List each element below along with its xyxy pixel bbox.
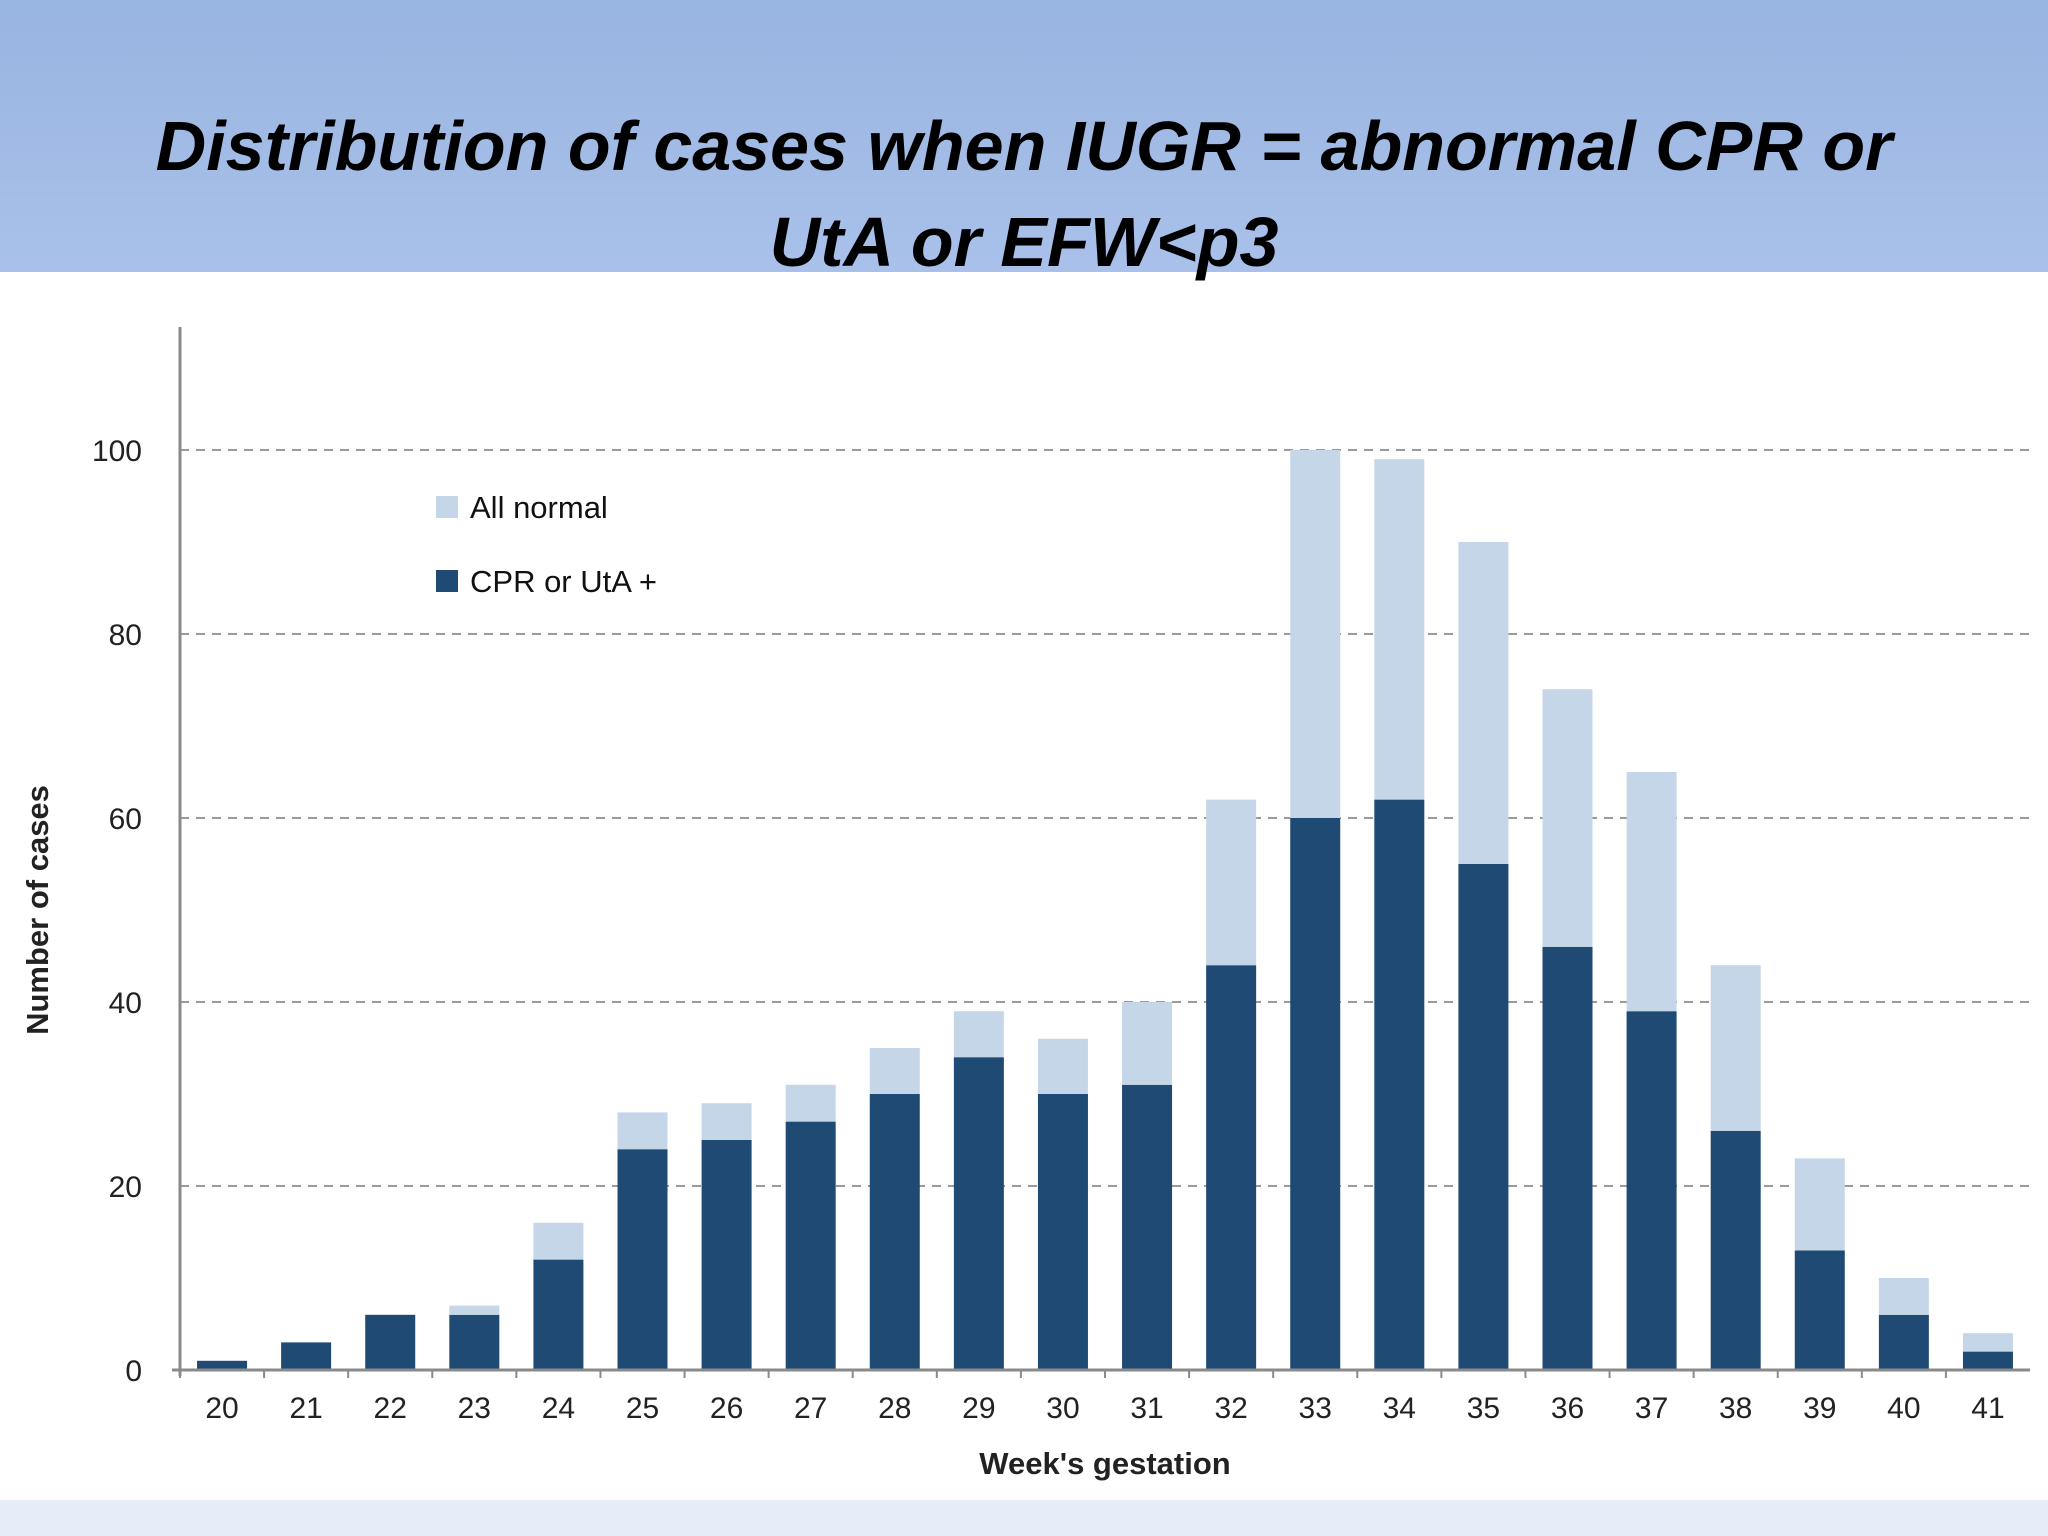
bar-cpr-uta (1626, 1011, 1677, 1370)
y-tick-label: 0 (125, 1355, 142, 1388)
x-tick-label: 27 (794, 1392, 827, 1425)
title-band (0, 0, 2048, 272)
x-tick-label: 31 (1130, 1392, 1163, 1425)
bar-cpr-uta (1122, 1084, 1173, 1370)
x-tick-label: 23 (458, 1392, 491, 1425)
bar-cpr-uta (869, 1094, 920, 1370)
bar-all-normal (1626, 772, 1677, 1012)
x-tick-label: 39 (1803, 1392, 1836, 1425)
x-tick-label: 21 (289, 1392, 322, 1425)
legend-label: All normal (470, 490, 608, 525)
legend-label: CPR or UtA + (470, 564, 657, 599)
x-tick-label: 33 (1299, 1392, 1332, 1425)
bar-all-normal (1037, 1038, 1088, 1094)
bar-all-normal (1962, 1333, 2013, 1352)
bars (197, 450, 2013, 1370)
bar-cpr-uta (953, 1057, 1004, 1370)
bar-cpr-uta (1458, 864, 1509, 1370)
y-tick-label: 60 (109, 803, 142, 836)
y-tick-label: 40 (109, 987, 142, 1020)
bar-cpr-uta (1542, 946, 1593, 1370)
bar-cpr-uta (1794, 1250, 1845, 1370)
bar-all-normal (701, 1103, 752, 1140)
x-tick-label: 30 (1046, 1392, 1079, 1425)
page-title: Distribution of cases when IUGR = abnorm… (155, 107, 1893, 281)
y-tick-label: 80 (109, 619, 142, 652)
x-axis-title: Week's gestation (979, 1446, 1230, 1481)
x-tick-label: 37 (1635, 1392, 1668, 1425)
bar-all-normal (533, 1222, 584, 1260)
bar-all-normal (785, 1084, 836, 1122)
bar-cpr-uta (1206, 965, 1257, 1370)
bar-cpr-uta (197, 1360, 248, 1370)
x-tick-label: 20 (205, 1392, 238, 1425)
bar-cpr-uta (785, 1121, 836, 1370)
bar-all-normal (449, 1305, 500, 1315)
legend-swatch (436, 496, 458, 518)
bar-all-normal (1542, 689, 1593, 947)
x-tick-label: 29 (962, 1392, 995, 1425)
bar-cpr-uta (1710, 1130, 1761, 1370)
bar-cpr-uta (365, 1314, 416, 1370)
bar-cpr-uta (281, 1342, 332, 1370)
bar-cpr-uta (617, 1149, 668, 1370)
x-tick-label: 36 (1551, 1392, 1584, 1425)
x-tick-label: 38 (1719, 1392, 1752, 1425)
footer-band (0, 1500, 2048, 1536)
bar-cpr-uta (1374, 799, 1425, 1370)
bar-cpr-uta (449, 1314, 500, 1370)
x-tick-label: 28 (878, 1392, 911, 1425)
bar-all-normal (1794, 1158, 1845, 1251)
y-tick-label: 100 (92, 435, 142, 468)
bar-all-normal (1374, 459, 1425, 800)
x-tick-label: 26 (710, 1392, 743, 1425)
x-tick-labels: 20 21 22 23 24 25 26 27 28 29 30 31 32 33 34 35 36 37 38 39… (205, 1392, 2004, 1425)
x-tick-label: 40 (1887, 1392, 1920, 1425)
bar-all-normal (1206, 799, 1257, 966)
bar-all-normal (617, 1112, 668, 1150)
axes (172, 327, 2030, 1378)
x-tick-label: 35 (1467, 1392, 1500, 1425)
legend: All normal CPR or UtA + (436, 490, 657, 599)
y-axis-title: Number of cases (20, 785, 55, 1035)
bar-cpr-uta (1037, 1094, 1088, 1370)
bar-cpr-uta (1290, 818, 1341, 1370)
legend-swatch (436, 570, 458, 592)
bar-all-normal (869, 1048, 920, 1094)
x-tick-label: 24 (542, 1392, 575, 1425)
bar-all-normal (1458, 542, 1509, 864)
x-tick-label: 22 (374, 1392, 407, 1425)
x-tick-label: 32 (1214, 1392, 1247, 1425)
bar-cpr-uta (701, 1140, 752, 1370)
bar-all-normal (1710, 965, 1761, 1131)
bar-all-normal (1122, 1002, 1173, 1085)
bar-cpr-uta (1878, 1314, 1929, 1370)
bar-all-normal (1878, 1278, 1929, 1315)
bar-cpr-uta (1962, 1351, 2013, 1370)
x-tick-label: 25 (626, 1392, 659, 1425)
bar-cpr-uta (533, 1259, 584, 1370)
x-tick-label: 34 (1383, 1392, 1416, 1425)
bar-all-normal (953, 1011, 1004, 1058)
stacked-bar-chart: 0 20 40 60 80 100 20 21 22 23 24 25 26 27 28 29 30 31 32 3… (20, 327, 2030, 1481)
bar-all-normal (1290, 450, 1341, 818)
y-tick-label: 20 (109, 1171, 142, 1204)
y-tick-labels: 0 20 40 60 80 100 (92, 435, 142, 1388)
x-tick-label: 41 (1971, 1392, 2004, 1425)
